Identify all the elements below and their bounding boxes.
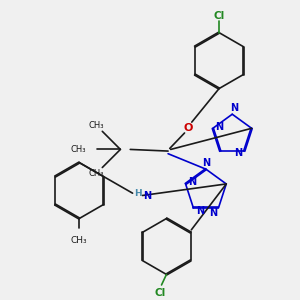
Text: CH₃: CH₃ [89,169,104,178]
Text: N: N [234,148,242,158]
Text: N: N [188,177,196,187]
Text: CH₃: CH₃ [71,236,88,244]
Text: N: N [202,158,211,168]
Text: Cl: Cl [155,287,166,298]
Text: N: N [209,208,217,218]
Text: N: N [230,103,238,113]
Text: N: N [196,206,204,216]
Text: O: O [183,123,193,133]
Text: Cl: Cl [214,11,225,20]
Text: CH₃: CH₃ [70,145,86,154]
Text: H: H [134,189,142,198]
Text: N: N [142,191,151,202]
Text: N: N [215,122,223,132]
Text: CH₃: CH₃ [89,121,104,130]
